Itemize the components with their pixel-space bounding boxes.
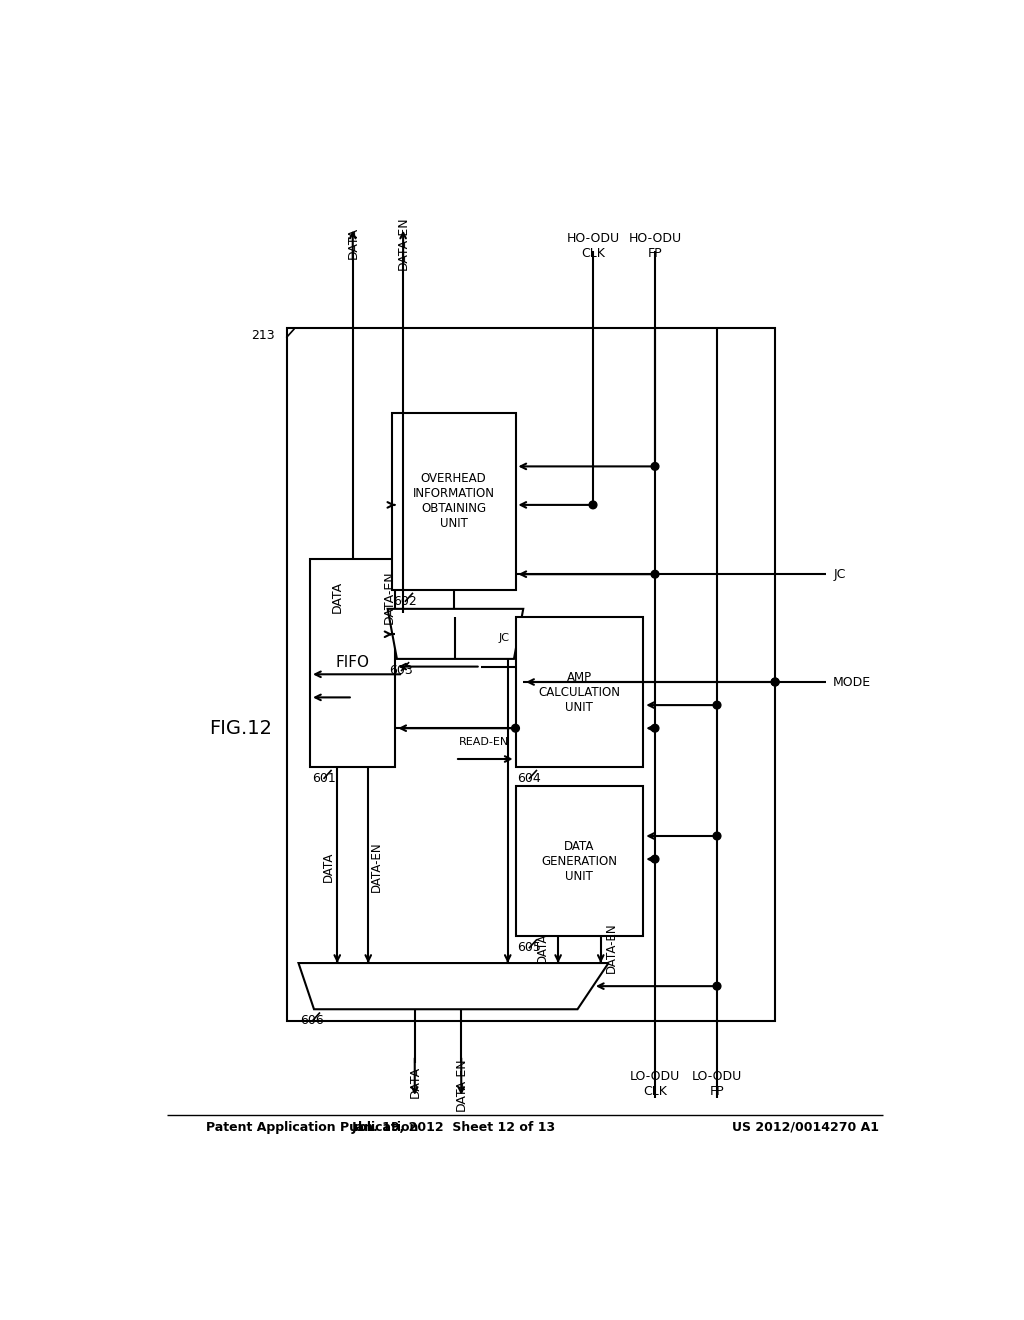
Polygon shape xyxy=(299,964,608,1010)
Text: LO-ODU
FP: LO-ODU FP xyxy=(692,1071,742,1098)
Bar xyxy=(515,785,643,936)
Text: DATA
GENERATION
UNIT: DATA GENERATION UNIT xyxy=(541,840,617,883)
Circle shape xyxy=(651,855,658,863)
Circle shape xyxy=(771,678,779,686)
Text: DATA: DATA xyxy=(409,1067,421,1098)
Text: DATA-EN: DATA-EN xyxy=(604,923,617,973)
Circle shape xyxy=(771,678,779,686)
Text: 605: 605 xyxy=(517,941,541,954)
Text: JC: JC xyxy=(834,568,846,581)
Text: MODE: MODE xyxy=(834,676,871,689)
Text: 604: 604 xyxy=(517,772,541,785)
Text: FIFO: FIFO xyxy=(336,655,370,671)
Circle shape xyxy=(713,832,721,840)
Text: HO-ODU
FP: HO-ODU FP xyxy=(629,231,682,260)
Text: DATA-EN: DATA-EN xyxy=(455,1057,468,1110)
Bar xyxy=(310,558,395,767)
Text: DATA: DATA xyxy=(322,851,335,882)
Text: DATA-EN: DATA-EN xyxy=(383,570,395,624)
Text: DATA-EN: DATA-EN xyxy=(370,841,383,892)
Text: 603: 603 xyxy=(389,664,413,677)
Polygon shape xyxy=(388,609,523,659)
Text: DATA: DATA xyxy=(536,932,549,962)
Text: DATA-EN: DATA-EN xyxy=(396,216,410,269)
Bar xyxy=(391,412,515,590)
Text: Patent Application Publication: Patent Application Publication xyxy=(206,1121,418,1134)
Text: US 2012/0014270 A1: US 2012/0014270 A1 xyxy=(732,1121,880,1134)
Circle shape xyxy=(713,982,721,990)
Text: 602: 602 xyxy=(393,594,417,607)
Text: Jan. 19, 2012  Sheet 12 of 13: Jan. 19, 2012 Sheet 12 of 13 xyxy=(351,1121,556,1134)
Text: FIG.12: FIG.12 xyxy=(209,718,272,738)
Circle shape xyxy=(512,725,519,733)
Circle shape xyxy=(651,725,658,733)
Text: DATA: DATA xyxy=(331,581,344,614)
Circle shape xyxy=(651,462,658,470)
Text: JC: JC xyxy=(499,634,509,643)
Text: 213: 213 xyxy=(252,329,275,342)
Circle shape xyxy=(713,701,721,709)
Text: LO-ODU
CLK: LO-ODU CLK xyxy=(630,1071,680,1098)
Circle shape xyxy=(651,570,658,578)
Text: READ-EN: READ-EN xyxy=(459,737,509,747)
Text: 601: 601 xyxy=(311,772,336,785)
Bar xyxy=(287,327,775,1020)
Text: 606: 606 xyxy=(300,1014,324,1027)
Text: HO-ODU
CLK: HO-ODU CLK xyxy=(566,231,620,260)
Text: AMP
CALCULATION
UNIT: AMP CALCULATION UNIT xyxy=(538,671,621,714)
Text: DATA: DATA xyxy=(346,227,359,259)
Circle shape xyxy=(589,502,597,508)
Bar xyxy=(515,616,643,767)
Text: OVERHEAD
INFORMATION
OBTAINING
UNIT: OVERHEAD INFORMATION OBTAINING UNIT xyxy=(413,473,495,531)
